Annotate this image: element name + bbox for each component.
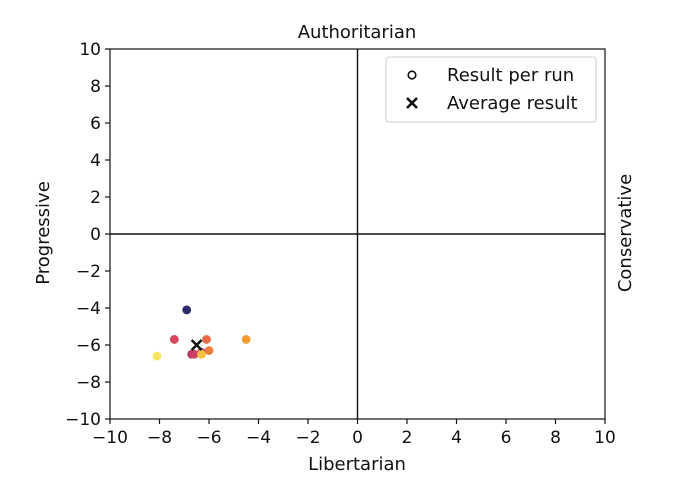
y-tick-label: −10 xyxy=(65,410,101,430)
legend-entry-result-per-run: Result per run xyxy=(447,65,574,86)
legend-circle-marker xyxy=(407,70,417,80)
y-tick-label: −2 xyxy=(76,262,101,282)
x-tick-label: 2 xyxy=(402,428,413,448)
plot-frame xyxy=(109,48,606,420)
average-result-marker xyxy=(190,339,203,351)
x-tick-label: −6 xyxy=(196,428,221,448)
run-result-point xyxy=(202,335,211,344)
x-tick-label: −10 xyxy=(92,428,128,448)
legend: Result per run Average result xyxy=(385,56,597,123)
y-tick-label: 10 xyxy=(79,40,101,60)
run-result-point xyxy=(152,351,162,361)
y-axis-label: Progressive xyxy=(33,181,54,285)
run-result-point xyxy=(241,335,251,344)
run-result-point xyxy=(204,346,214,355)
x-tick-label: 6 xyxy=(501,428,512,448)
run-result-point xyxy=(189,349,199,359)
y-tick-label: 4 xyxy=(90,151,101,171)
y-tick-label: 0 xyxy=(90,225,101,245)
x-tick-label: −8 xyxy=(147,428,172,448)
quadrant-axes xyxy=(110,49,605,419)
run-result-point xyxy=(182,305,192,315)
y-tick-label: −8 xyxy=(76,373,101,393)
y-tick-label: 2 xyxy=(90,188,101,208)
x-axis-label: Libertarian xyxy=(308,454,406,475)
x-tick-label: 0 xyxy=(352,428,363,448)
y-tick-label: −4 xyxy=(76,299,101,319)
x-tick-label: −2 xyxy=(295,428,320,448)
legend-box xyxy=(385,56,597,123)
y-tick-label: 8 xyxy=(90,77,101,97)
right-axis-label: Conservative xyxy=(615,174,636,292)
y-tick-label: −6 xyxy=(76,336,101,356)
axis-ticks: −10 −8 −6 −4 −2 0 2 4 6 8 10 −10 −8 −6 −4 −2 0 2 4 6 8 10 xyxy=(65,40,616,448)
run-result-point xyxy=(169,335,179,344)
chart-title: Authoritarian xyxy=(298,22,417,43)
legend-entry-average-result: Average result xyxy=(447,93,578,114)
data-points xyxy=(152,305,251,361)
legend-x-marker xyxy=(406,97,418,109)
run-result-point xyxy=(197,349,206,359)
x-tick-label: −4 xyxy=(246,428,271,448)
x-tick-label: 4 xyxy=(451,428,462,448)
x-tick-label: 10 xyxy=(594,428,616,448)
y-tick-label: 6 xyxy=(90,114,101,134)
x-tick-label: 8 xyxy=(550,428,561,448)
